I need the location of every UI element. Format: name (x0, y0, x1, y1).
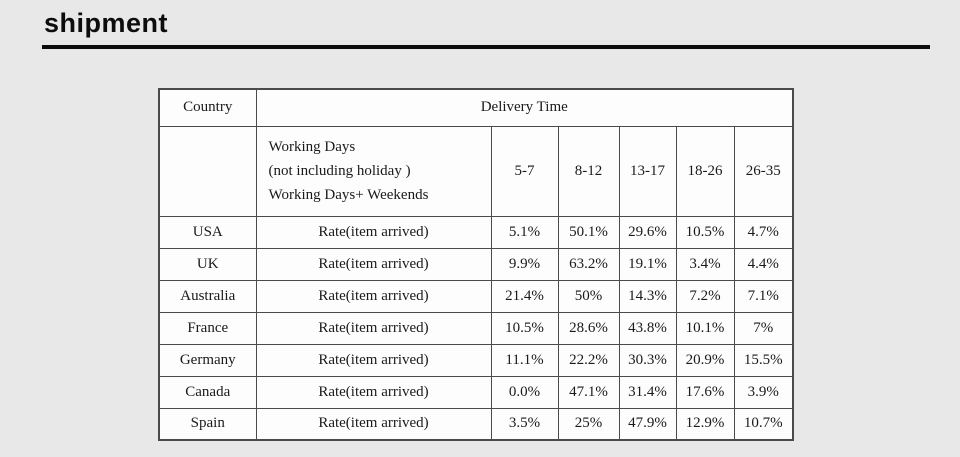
rate-label-cell: Rate(item arrived) (255, 215, 492, 249)
rate-value-cell: 28.6% (557, 311, 620, 345)
table-row-australia: Australia Rate(item arrived) 21.4% 50% 1… (158, 279, 794, 313)
header-range-13-17: 13-17 (618, 125, 677, 217)
page-title: shipment (44, 8, 169, 38)
header-range-18-26: 18-26 (675, 125, 735, 217)
table-row-uk: UK Rate(item arrived) 9.9% 63.2% 19.1% 3… (158, 247, 794, 281)
header-range-5-7: 5-7 (490, 125, 559, 217)
title-divider (42, 45, 930, 49)
rate-value-cell: 0.0% (490, 375, 559, 409)
country-cell: France (158, 311, 257, 345)
header-working-days: Working Days (not including holiday ) Wo… (255, 125, 492, 217)
rate-value-cell: 43.8% (618, 311, 677, 345)
country-cell: Canada (158, 375, 257, 409)
rate-value-cell: 3.5% (490, 407, 559, 441)
rate-value-cell: 12.9% (675, 407, 735, 441)
country-cell: Australia (158, 279, 257, 313)
header-range-26-35: 26-35 (733, 125, 794, 217)
header-empty-cell (158, 125, 257, 217)
rate-label-cell: Rate(item arrived) (255, 343, 492, 377)
rate-value-cell: 50% (557, 279, 620, 313)
working-days-line-2: (not including holiday ) (268, 163, 411, 179)
rate-value-cell: 3.4% (675, 247, 735, 281)
rate-label-cell: Rate(item arrived) (255, 247, 492, 281)
rate-value-cell: 14.3% (618, 279, 677, 313)
rate-label-cell: Rate(item arrived) (255, 311, 492, 345)
header-delivery-time: Delivery Time (255, 88, 794, 127)
rate-value-cell: 22.2% (557, 343, 620, 377)
rate-value-cell: 7% (733, 311, 794, 345)
header-country: Country (158, 88, 257, 127)
header-row-ranges: Working Days (not including holiday ) Wo… (158, 125, 794, 217)
rate-value-cell: 10.5% (490, 311, 559, 345)
rate-value-cell: 11.1% (490, 343, 559, 377)
rate-value-cell: 7.1% (733, 279, 794, 313)
shipment-table: Country Delivery Time Working Days (not … (158, 88, 794, 441)
rate-value-cell: 47.9% (618, 407, 677, 441)
rate-value-cell: 47.1% (557, 375, 620, 409)
rate-value-cell: 15.5% (733, 343, 794, 377)
country-cell: USA (158, 215, 257, 249)
rate-value-cell: 4.7% (733, 215, 794, 249)
rate-value-cell: 3.9% (733, 375, 794, 409)
table-row-canada: Canada Rate(item arrived) 0.0% 47.1% 31.… (158, 375, 794, 409)
rate-value-cell: 30.3% (618, 343, 677, 377)
rate-label-cell: Rate(item arrived) (255, 375, 492, 409)
working-days-line-1: Working Days (268, 139, 356, 155)
rate-value-cell: 63.2% (557, 247, 620, 281)
rate-value-cell: 21.4% (490, 279, 559, 313)
rate-label-cell: Rate(item arrived) (255, 279, 492, 313)
rate-value-cell: 31.4% (618, 375, 677, 409)
rate-value-cell: 17.6% (675, 375, 735, 409)
country-cell: Germany (158, 343, 257, 377)
table-row-spain: Spain Rate(item arrived) 3.5% 25% 47.9% … (158, 407, 794, 441)
rate-value-cell: 10.7% (733, 407, 794, 441)
table-row-usa: USA Rate(item arrived) 5.1% 50.1% 29.6% … (158, 215, 794, 249)
rate-value-cell: 25% (557, 407, 620, 441)
delivery-time-table: Country Delivery Time Working Days (not … (158, 88, 794, 441)
working-days-line-3: Working Days+ Weekends (268, 187, 429, 203)
rate-label-cell: Rate(item arrived) (255, 407, 492, 441)
rate-value-cell: 29.6% (618, 215, 677, 249)
rate-value-cell: 7.2% (675, 279, 735, 313)
rate-value-cell: 9.9% (490, 247, 559, 281)
header-range-8-12: 8-12 (557, 125, 620, 217)
rate-value-cell: 10.1% (675, 311, 735, 345)
rate-value-cell: 50.1% (557, 215, 620, 249)
rate-value-cell: 5.1% (490, 215, 559, 249)
table-row-france: France Rate(item arrived) 10.5% 28.6% 43… (158, 311, 794, 345)
country-cell: UK (158, 247, 257, 281)
table-row-germany: Germany Rate(item arrived) 11.1% 22.2% 3… (158, 343, 794, 377)
header-row-top: Country Delivery Time (158, 88, 794, 127)
country-cell: Spain (158, 407, 257, 441)
rate-value-cell: 19.1% (618, 247, 677, 281)
rate-value-cell: 20.9% (675, 343, 735, 377)
rate-value-cell: 10.5% (675, 215, 735, 249)
rate-value-cell: 4.4% (733, 247, 794, 281)
